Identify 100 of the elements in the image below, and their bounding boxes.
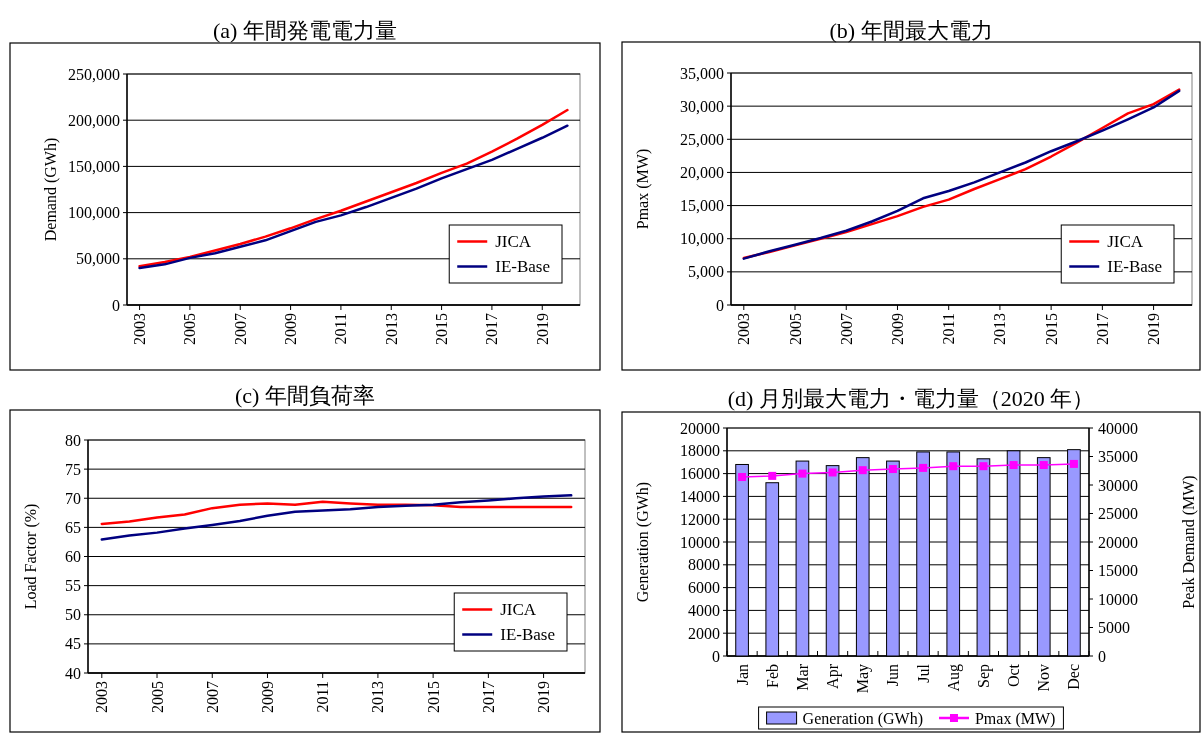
- chart-title: (c) 年間負荷率: [235, 382, 375, 408]
- y2-tick-label: 40000: [1098, 419, 1138, 437]
- y-tick-label: 12000: [680, 510, 720, 528]
- y-tick-label: 35,000: [680, 64, 724, 82]
- y-tick-label: 80: [65, 431, 81, 449]
- y2-tick-label: 25000: [1098, 505, 1138, 522]
- x-tick-label: 2005: [148, 681, 166, 713]
- point: [798, 469, 807, 478]
- x-tick-label: Jul: [914, 663, 932, 683]
- x-tick-label: Nov: [1035, 664, 1053, 692]
- line-series: [100, 500, 573, 526]
- x-tick-label: 2013: [991, 313, 1009, 345]
- x-tick-label: 2017: [483, 313, 501, 345]
- y-tick-label: 0: [716, 296, 724, 314]
- y-tick-label: 16000: [680, 465, 720, 483]
- x-tick-label: 2009: [282, 313, 300, 345]
- x-tick-label: May: [854, 664, 873, 694]
- x-tick-label: 2013: [369, 681, 387, 713]
- y-tick-label: 25,000: [680, 130, 724, 148]
- x-tick-label: 2007: [231, 313, 249, 345]
- x-tick-label: Dec: [1065, 664, 1083, 690]
- legend-label: Generation (GWh): [802, 709, 923, 728]
- x-tick-label: 2005: [181, 313, 199, 345]
- y-tick-label: 14000: [680, 487, 720, 505]
- chart-title: (d) 月別最大電力・電力量（2020 年）: [727, 385, 1095, 411]
- x-tick-label: 2003: [93, 681, 111, 713]
- point: [828, 468, 837, 477]
- y2-tick-label: 15000: [1098, 562, 1138, 579]
- legend-label: Pmax (MW): [974, 709, 1056, 728]
- x-tick-label: 2009: [258, 681, 276, 713]
- y2-axis-title: Peak Demand (MW): [1179, 475, 1198, 609]
- x-tick-label: 2009: [888, 313, 906, 345]
- x-tick-label: 2015: [433, 313, 451, 345]
- y-tick-label: 4000: [688, 601, 720, 619]
- point: [888, 465, 897, 474]
- x-tick-label: 2019: [535, 681, 553, 713]
- y-tick-label: 50: [65, 606, 81, 624]
- x-tick-label: 2003: [735, 313, 753, 345]
- x-tick-label: 2017: [479, 681, 497, 713]
- y-tick-label: 6000: [688, 579, 720, 597]
- x-tick-label: 2003: [131, 313, 149, 345]
- y2-tick-label: 5000: [1098, 619, 1130, 636]
- point: [738, 473, 747, 482]
- x-tick-label: Mar: [793, 663, 811, 691]
- y-tick-label: 2000: [688, 624, 720, 642]
- y-tick-label: 75: [65, 460, 81, 478]
- y-tick-label: 65: [65, 518, 81, 536]
- x-tick-label: 2013: [382, 313, 400, 345]
- x-tick-label: 2011: [940, 313, 958, 345]
- x-tick-label: 2015: [424, 681, 442, 713]
- legend-label: IE-Base: [500, 625, 555, 644]
- y-tick-label: 10,000: [680, 230, 724, 248]
- x-tick-label: Apr: [824, 663, 843, 689]
- y-tick-label: 70: [65, 489, 81, 507]
- y2-tick-label: 10000: [1098, 590, 1138, 608]
- y2-tick-label: 35000: [1098, 448, 1138, 465]
- y-tick-label: 5,000: [688, 263, 724, 281]
- legend-label: IE-Base: [1107, 257, 1162, 276]
- y2-tick-label: 30000: [1098, 476, 1138, 494]
- y-tick-label: 20000: [680, 419, 720, 437]
- point: [949, 462, 958, 471]
- point: [1009, 461, 1018, 470]
- point: [1039, 461, 1048, 470]
- y-axis-title: Pmax (MW): [633, 148, 652, 230]
- y-axis-title: Load Factor (%): [21, 503, 40, 610]
- y-tick-label: 8000: [688, 556, 720, 574]
- x-tick-label: 2017: [1093, 313, 1111, 345]
- y-tick-label: 200,000: [68, 111, 120, 129]
- x-tick-label: 2011: [314, 681, 332, 713]
- y2-tick-label: 20000: [1098, 533, 1138, 551]
- x-tick-label: Jan: [733, 664, 751, 686]
- point: [1069, 459, 1078, 468]
- y-tick-label: 0: [712, 647, 720, 665]
- x-tick-label: Aug: [944, 664, 963, 692]
- x-tick-label: Sep: [974, 664, 993, 688]
- y-tick-label: 60: [65, 548, 81, 565]
- y-tick-label: 40: [65, 664, 81, 682]
- y-tick-label: 55: [65, 577, 81, 595]
- y-tick-label: 30,000: [680, 97, 724, 115]
- x-tick-label: Jun: [884, 664, 902, 687]
- legend-label: JICA: [495, 232, 532, 251]
- y-axis-title: Demand (GWh): [41, 137, 60, 242]
- x-tick-label: Oct: [1005, 663, 1023, 688]
- point: [979, 462, 988, 471]
- legend-label: IE-Base: [495, 257, 550, 276]
- y-tick-label: 18000: [680, 442, 720, 460]
- y-tick-label: 0: [112, 296, 120, 314]
- y-tick-label: 45: [65, 635, 81, 653]
- y-tick-label: 250,000: [68, 65, 120, 83]
- point: [768, 471, 777, 480]
- chart-title: (a) 年間発電電力量: [213, 17, 397, 43]
- legend-label: JICA: [1107, 232, 1144, 251]
- x-tick-label: 2007: [837, 313, 855, 345]
- x-tick-label: 2019: [533, 313, 551, 345]
- x-tick-label: 2019: [1145, 313, 1163, 345]
- x-tick-label: 2015: [1042, 313, 1060, 345]
- y-tick-label: 15,000: [680, 197, 724, 215]
- y-tick-label: 20,000: [680, 163, 724, 181]
- y-tick-label: 10000: [680, 533, 720, 551]
- x-tick-label: 2011: [332, 313, 350, 345]
